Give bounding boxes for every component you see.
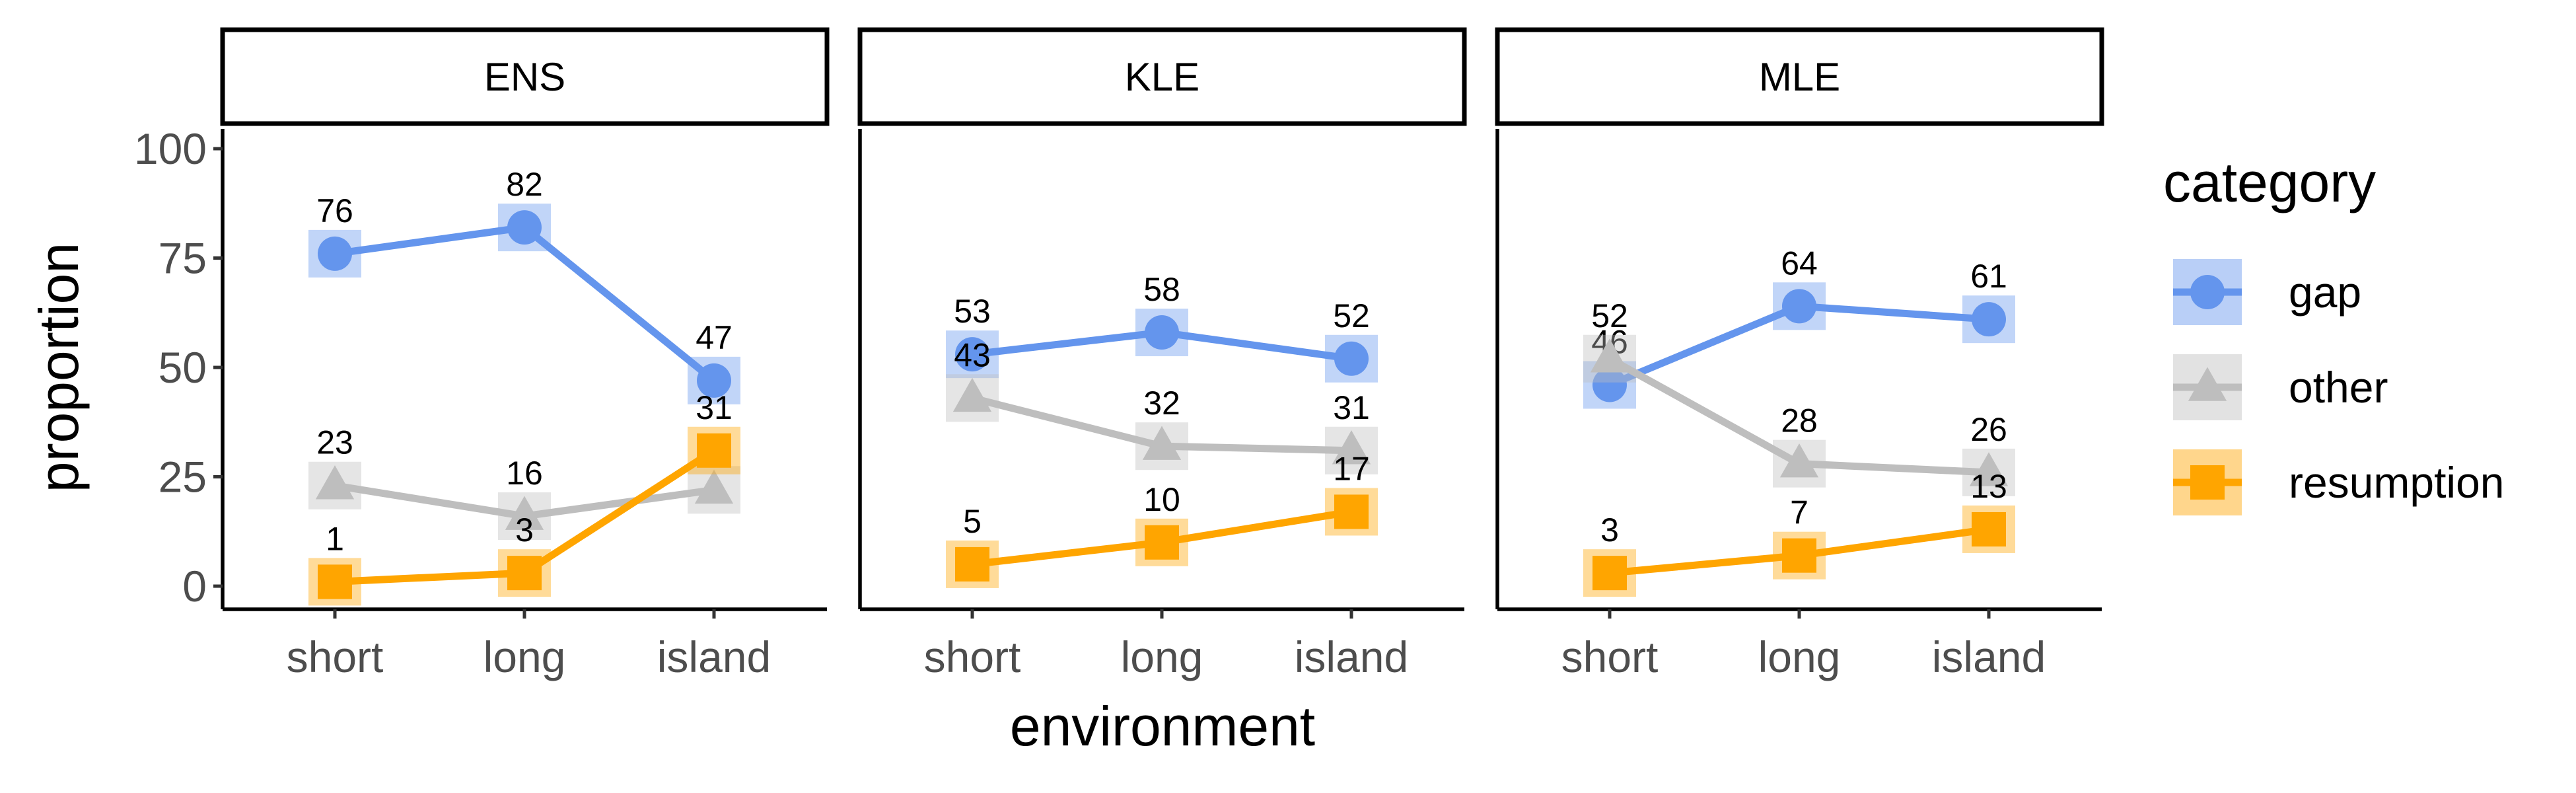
- point-ens-gap-short: [318, 236, 352, 271]
- point-mle-resumption-island: [1972, 511, 2006, 547]
- y-axis-title: proportion: [28, 243, 90, 492]
- data-label-ens-gap-long: 82: [506, 166, 543, 203]
- point-mle-gap-long: [1782, 289, 1816, 324]
- x-axis-title: environment: [1010, 695, 1315, 757]
- x-tick-label-ens-long: long: [483, 632, 566, 681]
- strip-label-kle: KLE: [1125, 55, 1199, 99]
- point-ens-other-long: [505, 496, 544, 530]
- legend-key-marker-resumption: [2190, 465, 2225, 500]
- legend-label-other: other: [2289, 363, 2388, 412]
- point-mle-gap-island: [1972, 302, 2006, 337]
- data-label-kle-other-long: 32: [1143, 385, 1180, 422]
- data-label-mle-resumption-long: 7: [1790, 494, 1808, 531]
- data-label-mle-resumption-short: 3: [1600, 511, 1619, 548]
- y-tick-label-50: 50: [159, 343, 207, 392]
- point-mle-gap-short: [1592, 367, 1627, 402]
- point-kle-resumption-long: [1145, 525, 1179, 560]
- data-label-kle-other-island: 31: [1333, 389, 1370, 426]
- point-mle-resumption-short: [1592, 556, 1627, 591]
- data-label-ens-other-long: 16: [506, 455, 543, 492]
- point-kle-resumption-island: [1334, 494, 1369, 529]
- data-label-mle-gap-island: 61: [1970, 258, 2007, 295]
- x-tick-label-ens-island: island: [657, 632, 771, 681]
- data-label-kle-other-short: 43: [954, 336, 991, 373]
- data-label-kle-gap-long: 58: [1143, 271, 1180, 308]
- legend-label-resumption: resumption: [2289, 458, 2505, 507]
- point-ens-resumption-island: [697, 433, 731, 468]
- point-mle-other-long: [1779, 443, 1819, 478]
- x-tick-label-kle-island: island: [1295, 632, 1408, 681]
- y-tick-label-75: 75: [159, 234, 207, 283]
- data-label-ens-resumption-short: 1: [326, 520, 344, 557]
- point-kle-other-island: [1332, 430, 1371, 465]
- point-ens-resumption-long: [507, 556, 542, 591]
- point-kle-gap-short: [955, 337, 989, 372]
- legend-title: category: [2163, 151, 2376, 213]
- data-label-ens-resumption-island: 31: [696, 389, 733, 426]
- data-label-ens-gap-short: 76: [316, 192, 353, 229]
- data-label-kle-gap-short: 53: [954, 293, 991, 330]
- x-tick-label-ens-short: short: [287, 632, 384, 681]
- x-tick-label-mle-long: long: [1758, 632, 1841, 681]
- x-tick-label-mle-island: island: [1932, 632, 2046, 681]
- data-label-mle-gap-long: 64: [1781, 245, 1818, 282]
- point-ens-other-short: [315, 465, 355, 500]
- x-tick-label-kle-long: long: [1121, 632, 1203, 681]
- data-label-kle-resumption-short: 5: [963, 503, 982, 540]
- data-label-mle-resumption-island: 13: [1970, 468, 2007, 505]
- point-kle-resumption-short: [955, 547, 989, 582]
- point-mle-other-island: [1969, 452, 2009, 486]
- y-tick-label-25: 25: [159, 453, 207, 502]
- strip-label-mle: MLE: [1759, 55, 1840, 99]
- data-label-mle-other-island: 26: [1970, 411, 2007, 448]
- point-ens-other-island: [694, 469, 734, 504]
- strip-ens: [220, 27, 830, 126]
- point-kle-gap-long: [1145, 315, 1179, 350]
- strip-label-ens: ENS: [484, 55, 565, 99]
- point-kle-other-long: [1142, 426, 1182, 460]
- data-label-mle-other-short: 52: [1591, 297, 1628, 334]
- x-tick-label-kle-short: short: [924, 632, 1021, 681]
- data-label-kle-gap-island: 52: [1333, 297, 1370, 334]
- point-ens-gap-island: [697, 363, 731, 398]
- data-label-ens-resumption-long: 3: [515, 511, 534, 548]
- point-ens-gap-long: [507, 210, 542, 245]
- point-kle-other-short: [952, 377, 992, 412]
- data-label-ens-gap-island: 47: [696, 319, 733, 356]
- data-label-kle-resumption-long: 10: [1143, 481, 1180, 518]
- legend-label-gap: gap: [2289, 268, 2361, 317]
- data-label-mle-other-long: 28: [1781, 402, 1818, 439]
- strip-mle: [1495, 27, 2104, 126]
- legend-key-marker-gap: [2190, 275, 2225, 309]
- y-tick-label-100: 100: [134, 124, 207, 173]
- x-tick-label-mle-short: short: [1561, 632, 1659, 681]
- legend-key-marker-other: [2188, 367, 2227, 401]
- strip-kle: [857, 27, 1467, 126]
- point-ens-resumption-short: [318, 564, 352, 599]
- data-label-kle-resumption-island: 17: [1333, 450, 1370, 487]
- point-kle-gap-island: [1334, 341, 1369, 376]
- data-label-ens-other-short: 23: [316, 424, 353, 461]
- point-mle-resumption-long: [1782, 538, 1816, 573]
- point-mle-other-short: [1590, 338, 1629, 373]
- y-tick-label-0: 0: [182, 562, 207, 611]
